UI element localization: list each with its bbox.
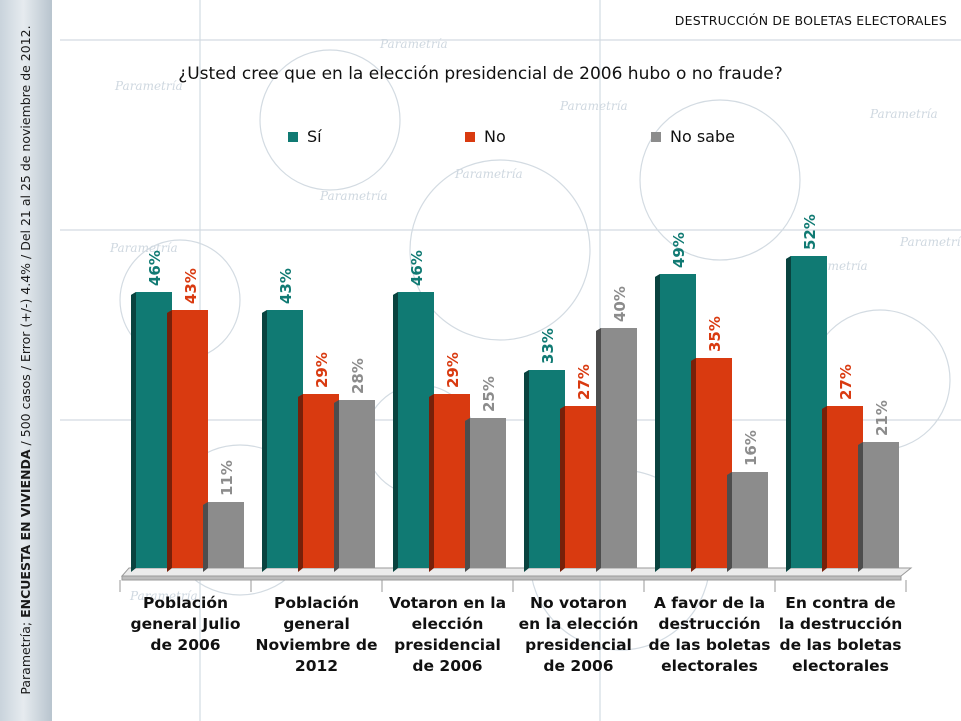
category-label-line: general Julio [130,615,240,633]
legend-item-si: Sí [288,127,322,146]
category-label-line: de 2006 [412,657,482,675]
category-label-line: Población [143,594,228,612]
data-label-no-sabe: 21% [873,400,891,436]
bar-si [786,256,827,572]
category-label-line: electorales [661,657,758,675]
bar-no-sabe [596,328,637,572]
svg-text:Parametría: Parametría [559,99,628,113]
data-label-si: 46% [408,250,426,286]
category-label: No votaron en la elección presidencial de 2… [519,594,639,675]
data-label-no: 35% [706,316,724,352]
category-label: En contra de la destrucción de las boletas… [779,594,902,675]
data-label-no: 27% [575,364,593,400]
chart-floor-front [121,575,902,581]
category-label-line: En contra de [785,594,895,612]
data-label-no-sabe: 28% [349,358,367,394]
bar-si [524,370,565,572]
category-label-line: general [283,615,350,633]
category-label-line: de 2006 [543,657,613,675]
bar-si [655,274,696,572]
category-label-line: de las boletas [648,636,770,654]
data-label-no-sabe: 16% [742,430,760,466]
bar-no [298,394,339,572]
svg-text:Parametría: Parametría [114,79,183,93]
data-label-no: 29% [444,352,462,388]
category-label: Población general Noviembre de 2012 [256,594,378,675]
bar-no [560,406,601,572]
legend-swatch-no [465,131,475,142]
bar-no-sabe [465,418,506,572]
chart-legend: Sí No No sabe [0,127,961,147]
category-label-line: electorales [792,657,889,675]
legend-item-no: No [465,127,506,146]
side-decorative-strip [0,0,52,721]
bar-no [429,394,470,572]
bar-si [131,292,172,572]
data-label-si: 52% [801,214,819,250]
legend-label-no-sabe: No sabe [670,127,735,146]
data-label-si: 43% [277,268,295,304]
svg-text:Parametría: Parametría [109,241,178,255]
svg-text:Parametría: Parametría [454,167,523,181]
legend-label-si: Sí [307,127,322,146]
data-label-si: 49% [670,232,688,268]
chart-title: ¿Usted cree que en la elección presidenc… [178,64,783,84]
legend-item-no-sabe: No sabe [651,127,735,146]
category-label-line: presidencial [394,636,501,654]
category-label: Población general Julio de 2006 [130,594,240,654]
category-label-line: la destrucción [779,615,902,633]
bar-si [393,292,434,572]
category-label-line: No votaron [530,594,627,612]
svg-text:Parametría: Parametría [869,107,938,121]
data-label-no: 29% [313,352,331,388]
bar-no [167,310,208,572]
bar-si [262,310,303,572]
data-label-si: 46% [146,250,164,286]
data-label-no-sabe: 11% [218,460,236,496]
chart-floor [120,567,913,577]
category-label-line: de las boletas [779,636,901,654]
category-label: A favor de la destrucción de las boletas el… [648,594,770,675]
bar-no-sabe [203,502,244,572]
category-label-line: A favor de la [654,594,765,612]
svg-text:Parametría: Parametría [319,189,388,203]
category-label-line: Votaron en la [389,594,506,612]
svg-text:Parametría: Parametría [379,37,448,51]
data-label-si: 33% [539,328,557,364]
bar-no-sabe [334,400,375,572]
bar-no [691,358,732,572]
bar-no-sabe [727,472,768,572]
category-label-line: 2012 [295,657,338,675]
data-label-no: 27% [837,364,855,400]
category-label-line: Población [274,594,359,612]
category-label-line: Noviembre de [256,636,378,654]
svg-text:Parametría: Parametría [899,235,961,249]
legend-label-no: No [484,127,506,146]
data-label-no: 43% [182,268,200,304]
category-label-line: elección [412,615,484,633]
data-label-no-sabe: 25% [480,376,498,412]
bar-no-sabe [858,442,899,572]
svg-text:Parametría: Parametría [129,589,198,603]
category-label-line: de 2006 [150,636,220,654]
category-label-line: en la elección [519,615,639,633]
legend-swatch-no-sabe [651,131,661,142]
category-label: Votaron en la elección presidencial de 2006 [389,594,506,675]
header-title: DESTRUCCIÓN DE BOLETAS ELECTORALES [674,13,947,28]
category-label-line: destrucción [658,615,760,633]
data-label-no-sabe: 40% [611,286,629,322]
legend-swatch-si [288,131,298,142]
bar-no [822,406,863,572]
category-label-line: presidencial [525,636,632,654]
